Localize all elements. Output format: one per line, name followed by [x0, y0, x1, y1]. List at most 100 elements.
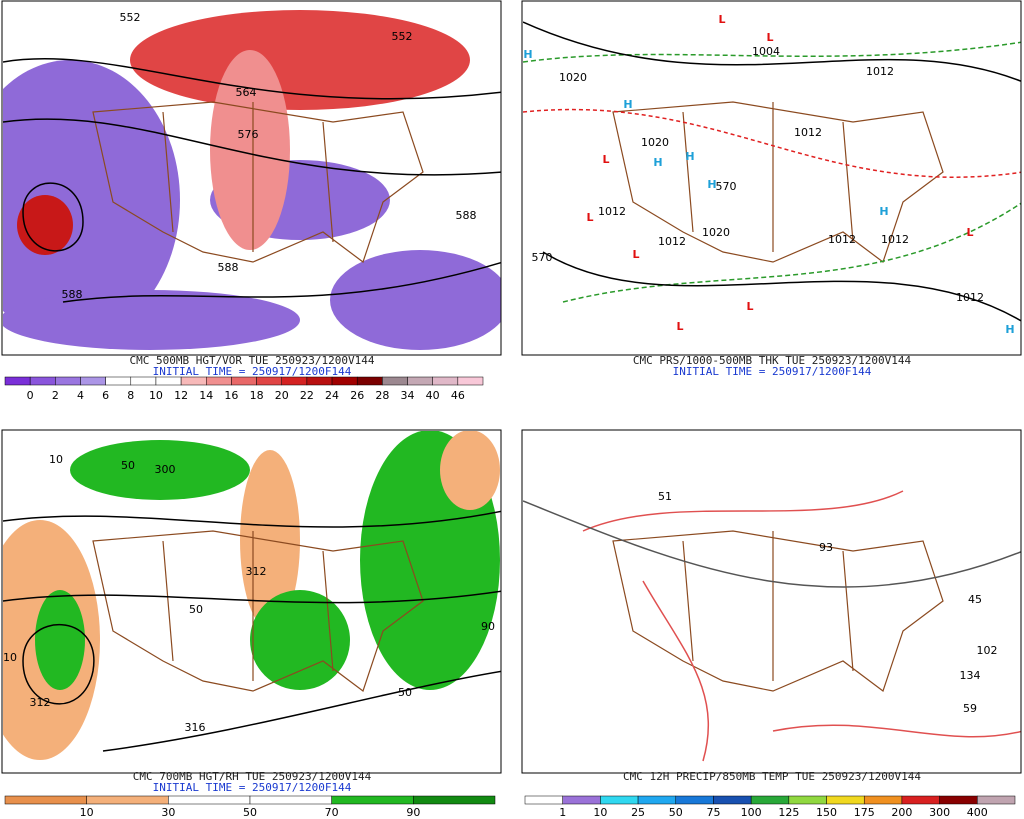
colorbar-label: 200	[891, 806, 912, 819]
colorbar-swatch	[231, 376, 257, 386]
contour-label: 1004	[752, 45, 780, 58]
contour	[542, 251, 1021, 322]
pressure-center: H	[653, 156, 662, 169]
contour-label: 1012	[956, 291, 984, 304]
pressure-center: L	[966, 226, 973, 239]
pressure-center: L	[718, 13, 725, 26]
contour-label: 45	[968, 593, 982, 606]
colorbar-swatch	[977, 795, 1016, 805]
contour-label: 564	[236, 86, 257, 99]
contour-label: 59	[963, 702, 977, 715]
field-area	[130, 10, 470, 110]
colorbar-swatch	[331, 795, 414, 805]
colorbar-swatch	[105, 376, 132, 386]
colorbar-label: 16	[224, 389, 238, 402]
contour-label: 50	[189, 603, 203, 616]
map-bg	[523, 2, 1021, 355]
colorbar-swatch	[29, 376, 56, 386]
colorbar-swatch	[413, 795, 496, 805]
map-panel: 93 45 102 134 59 51	[523, 431, 1021, 773]
panel-title: CMC 12H PRECIP/850MB TEMP TUE 250923/120…	[623, 770, 921, 783]
colorbar-swatch	[637, 795, 677, 805]
contour-label: 134	[960, 669, 981, 682]
field-area	[3, 290, 300, 350]
contour	[772, 724, 1021, 738]
contour-label: 312	[30, 696, 51, 709]
colorbar-label: 46	[451, 389, 465, 402]
contour	[642, 580, 710, 762]
colorbar-label: 6	[102, 389, 109, 402]
map-frame	[521, 0, 1022, 356]
contour-label: 50	[398, 686, 412, 699]
colorbar-swatch	[155, 376, 182, 386]
colorbar-label: 10	[80, 806, 94, 819]
initial-time: INITIAL TIME = 250917/1200F144	[673, 365, 872, 378]
contour-label: 316	[185, 721, 206, 734]
contour	[22, 624, 95, 705]
contour-label: 1012	[794, 126, 822, 139]
colorbar-label: 150	[816, 806, 837, 819]
map-frame	[1, 0, 502, 356]
contour	[3, 590, 501, 604]
contour-label: 588	[218, 261, 239, 274]
pressure-center: L	[632, 248, 639, 261]
colorbar-label: 18	[250, 389, 264, 402]
contour-label: 1020	[702, 226, 730, 239]
pressure-center: L	[766, 31, 773, 44]
field-area	[70, 440, 250, 500]
pressure-center: L	[602, 153, 609, 166]
field-area	[330, 250, 501, 350]
colorbar-swatch	[788, 795, 827, 805]
colorbar-swatch	[168, 795, 251, 805]
colorbar-label: 2	[52, 389, 59, 402]
contour-label: 93	[819, 541, 833, 554]
field-area	[3, 60, 180, 340]
colorbar-swatch	[80, 376, 106, 386]
colorbar-label: 30	[161, 806, 175, 819]
contour-label: 570	[532, 251, 553, 264]
colorbar-label: 0	[27, 389, 34, 402]
colorbar-label: 70	[325, 806, 339, 819]
contour	[523, 21, 1021, 83]
contour	[523, 41, 1021, 63]
colorbar-label: 50	[669, 806, 683, 819]
contour-label: 1012	[866, 65, 894, 78]
colorbar-swatch	[256, 376, 282, 386]
field-area	[210, 50, 290, 250]
colorbar-swatch	[249, 795, 332, 805]
colorbar-label: 4	[77, 389, 84, 402]
map-frame	[521, 429, 1022, 774]
colorbar-swatch	[562, 795, 601, 805]
pressure-center: H	[685, 150, 694, 163]
contour-label: 1012	[658, 235, 686, 248]
colorbar-label: 90	[406, 806, 420, 819]
contour-label: 90	[481, 620, 495, 633]
field-area	[250, 590, 350, 690]
colorbar-label: 22	[300, 389, 314, 402]
pressure-center: H	[707, 178, 716, 191]
colorbar-label: 400	[967, 806, 988, 819]
contour	[3, 510, 501, 528]
contour	[562, 202, 1021, 303]
contour-label: 312	[246, 565, 267, 578]
contour-label: 1020	[641, 136, 669, 149]
colorbar-swatch	[331, 376, 358, 386]
contour-label: 588	[62, 288, 83, 301]
colorbar-swatch	[281, 376, 308, 386]
borders	[92, 101, 424, 263]
contour	[582, 490, 904, 532]
colorbar-label: 20	[275, 389, 289, 402]
map-bg	[523, 431, 1021, 773]
borders	[92, 530, 424, 692]
colorbar-label: 8	[127, 389, 134, 402]
colorbar-swatch	[713, 795, 752, 805]
borders	[612, 530, 944, 692]
pressure-center: H	[1005, 323, 1014, 336]
contour-label: 10	[3, 651, 17, 664]
contour	[523, 500, 1021, 588]
contour-label: 300	[155, 463, 176, 476]
contour	[523, 108, 1021, 178]
colorbar-swatch	[356, 376, 383, 386]
colorbar-swatch	[4, 376, 31, 386]
